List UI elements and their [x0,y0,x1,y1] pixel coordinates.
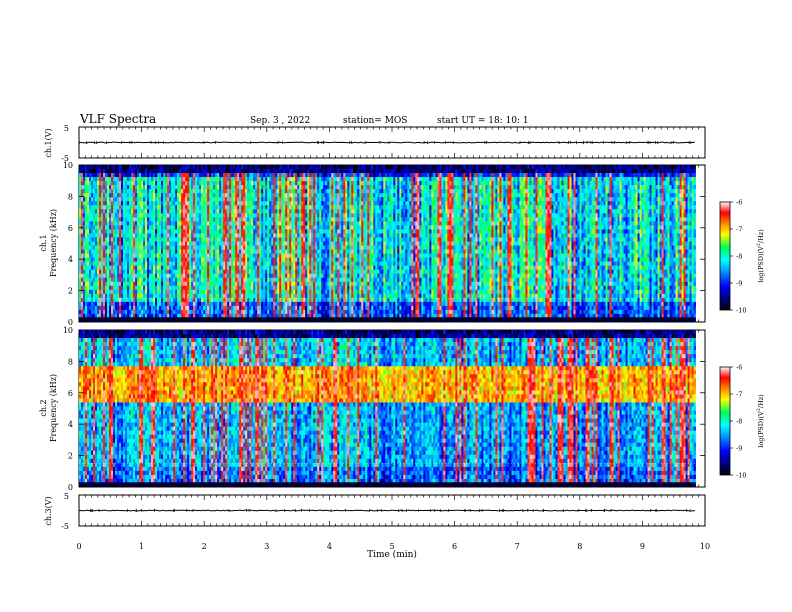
x-tick-label: 4 [327,542,332,551]
ch1-channel-label: ch.1 [39,234,48,251]
ch1-colorbar-tick: -10 [736,307,746,315]
ch2-colorbar: -6 -7 -8 -9 -10 log(PSD)(V2/Hz) [719,364,765,480]
ch3-waveform-trace [78,508,696,512]
date-label: Sep. 3 , 2022 [250,116,310,126]
ch1-colorbar-gradient [719,201,731,311]
ch2-spectrogram-panel: ch.2 Frequency (kHz) 0 2 4 6 8 10 [39,326,706,492]
ch1-colorbar-tick: -8 [736,253,742,261]
ch1-waveform-trace [78,140,696,145]
ch1-ytick-label: 0 [68,318,73,327]
ch1-ytick-label: 2 [68,287,73,296]
x-axis-label: Time (min) [367,549,417,560]
x-tick-label: 10 [700,542,710,551]
ch1-waveform-panel: 5 -5 ch.1(V) [44,124,706,163]
ch2-frequency-axis-label: Frequency (kHz) [49,374,58,442]
ch3-ytick-bottom: -5 [61,522,69,531]
x-tick-label: 6 [452,542,457,551]
ch2-ytick-label: 8 [68,357,73,366]
ch1-ytick-label: 4 [68,255,73,264]
x-tick-label: 2 [202,542,207,551]
x-tick-label: 0 [76,542,81,551]
ch2-colorbar-tick: -10 [736,472,746,480]
ch2-ytick-label: 2 [68,452,73,461]
x-tick-label: 9 [640,542,645,551]
ch1-ytick-label: 8 [68,192,73,201]
ch1-colorbar-tick: -9 [736,280,742,288]
x-tick-label: 3 [264,542,269,551]
ch2-colorbar-tick: -7 [736,391,742,399]
ch2-channel-label: ch.2 [39,399,48,416]
ch2-spectrogram-image [79,330,696,488]
ch2-colorbar-tick: -6 [736,364,742,372]
ch2-colorbar-tick: -8 [736,418,742,426]
station-label: station= MOS [343,116,407,126]
ch2-colorbar-tick: -9 [736,445,742,453]
ch1-spectrogram-image [79,165,696,323]
axis-ticks [78,127,706,526]
ch1-colorbar-tick: -6 [736,199,742,207]
x-tick-label: 5 [389,542,394,551]
ch1-ytick-top: 5 [64,124,69,133]
start-time-label: start UT = 18: 10: 1 [437,116,529,126]
ch2-ytick-label: 4 [68,420,73,429]
x-tick-labels: 0 1 2 3 4 5 6 7 8 9 10 [76,542,710,551]
ch2-colorbar-gradient [719,366,731,476]
x-tick-label: 1 [139,542,144,551]
ch1-ytick-label: 6 [68,224,73,233]
ch1-colorbar: -6 -7 -8 -9 -10 log(PSD)(V2/Hz) [719,199,765,315]
ch2-ytick-label: 6 [68,389,73,398]
ch2-colorbar-label: log(PSD)(V2/Hz) [756,394,765,448]
ch3-ytick-top: 5 [64,492,69,501]
figure-title: VLF Spectra [79,112,156,126]
ch1-ytick-label: 10 [63,161,73,170]
ch1-spectrogram-panel: ch.1 Frequency (kHz) 0 2 4 6 8 10 [39,161,706,327]
ch2-ytick-label: 10 [63,326,73,335]
ch1-colorbar-tick: -7 [736,226,742,234]
x-tick-label: 8 [577,542,582,551]
ch1-frequency-axis-label: Frequency (kHz) [49,209,58,277]
ch1-colorbar-label: log(PSD)(V2/Hz) [756,229,765,283]
ch2-ytick-label: 0 [68,483,73,492]
ch1-ytick-bottom: -5 [61,154,69,163]
ch3-waveform-panel: 5 -5 ch.3(V) [44,492,706,531]
ch1-v-axis-label: ch.1(V) [44,128,53,157]
x-tick-label: 7 [515,542,520,551]
ch3-v-axis-label: ch.3(V) [44,496,53,525]
